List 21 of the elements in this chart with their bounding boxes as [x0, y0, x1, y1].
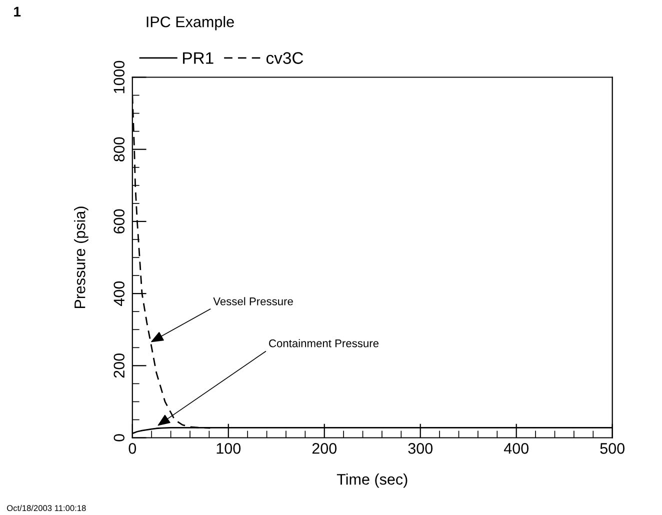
y-tick-label: 1000 — [114, 60, 125, 94]
x-tick-label: 400 — [504, 443, 529, 454]
y-tick-label: 200 — [114, 354, 125, 378]
x-tick-label: 500 — [600, 443, 624, 454]
chart-title: IPC Example — [146, 16, 234, 30]
legend-label: cv3C — [266, 52, 304, 64]
x-tick-label: 0 — [128, 443, 136, 454]
y-tick-label: 800 — [114, 137, 125, 162]
text: 1 — [14, 6, 21, 16]
annotation: Containment Pressure — [269, 339, 379, 348]
y-tick-label: 0 — [114, 434, 125, 442]
annotation: Vessel Pressure — [213, 297, 293, 306]
legend-label: PR1 — [183, 52, 214, 64]
x-tick-label: 300 — [408, 443, 433, 454]
y-axis-title: Pressure (psia) — [74, 206, 88, 308]
x-axis-title: Time (sec) — [336, 474, 408, 488]
y-tick-label: 400 — [114, 281, 125, 306]
x-tick-label: 200 — [312, 443, 337, 454]
text: Oct/18/2003 11:00:18 — [7, 504, 86, 512]
x-tick-label: 100 — [216, 443, 241, 454]
y-tick-label: 600 — [114, 209, 125, 234]
